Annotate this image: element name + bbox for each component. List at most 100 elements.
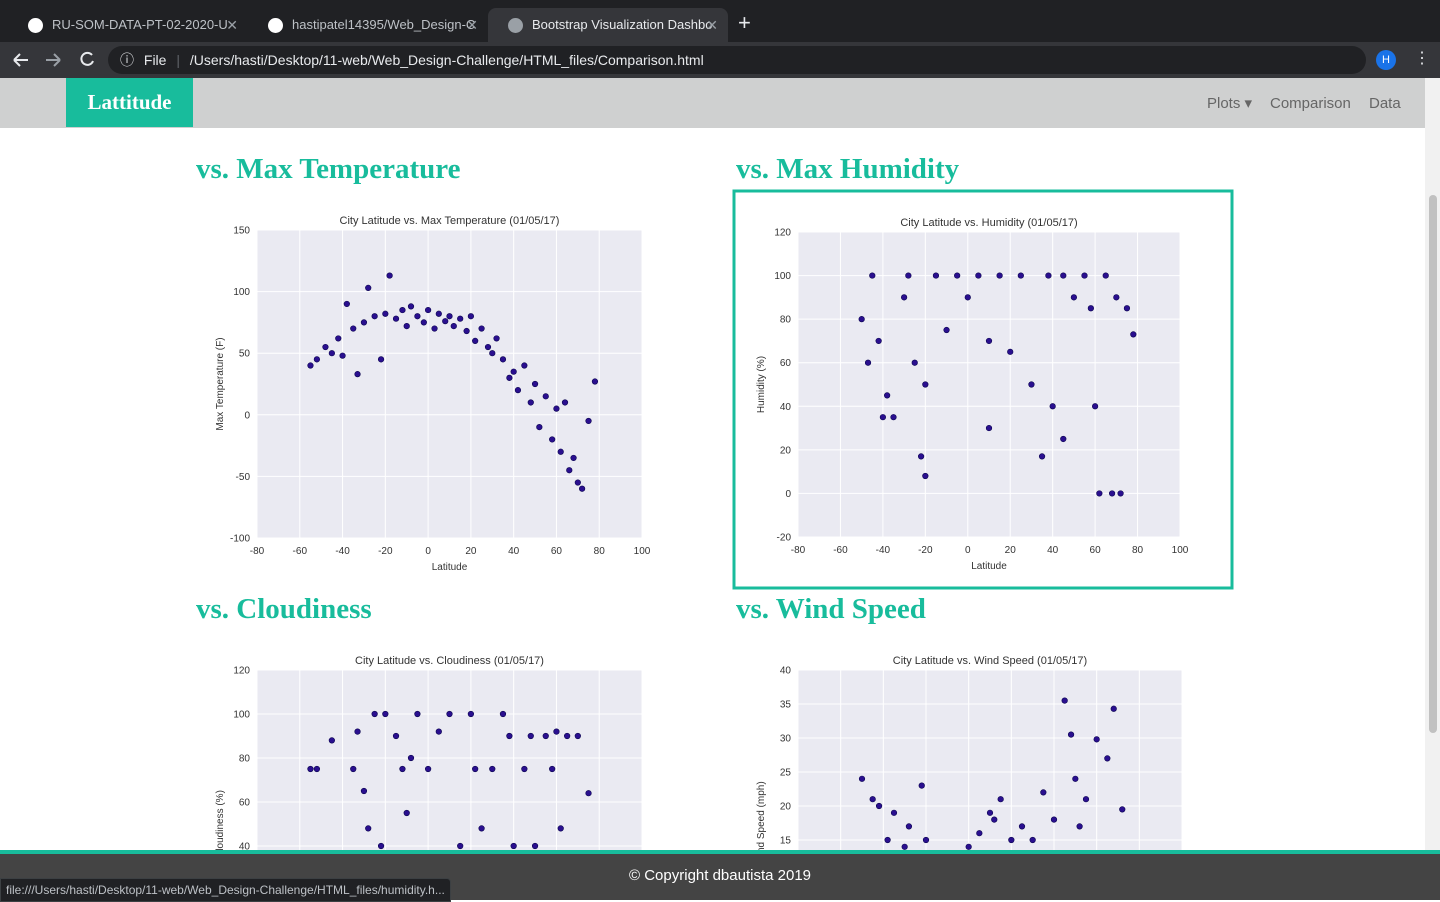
point [1067,731,1075,738]
y-tick-label: 20 [780,445,792,456]
point [549,765,556,773]
point [435,728,442,735]
point [1060,272,1067,279]
point [1082,796,1090,803]
point [1092,403,1099,410]
y-tick-label: 100 [774,271,791,282]
point [1117,490,1124,497]
section-heading: vs. Max Temperature [196,153,461,185]
point [377,842,385,850]
plot-area [798,232,1180,537]
nav-buttons[interactable] [10,50,100,70]
point [350,765,357,773]
nav-link[interactable]: Comparison [1270,95,1351,112]
x-tick-label: -80 [791,545,806,556]
point [570,454,577,462]
x-tick-label: 20 [465,546,477,557]
point [561,399,569,406]
x-tick-label: -40 [335,546,350,557]
y-tick-label: 0 [785,489,791,500]
point [557,448,564,455]
point [1087,305,1094,312]
point [514,387,522,394]
point [890,414,897,421]
point [420,319,427,326]
point [1104,755,1111,762]
x-tick-label: -20 [378,546,393,557]
point [542,393,549,400]
point [985,337,993,345]
profile[interactable]: H [1376,50,1396,70]
point [1008,836,1015,844]
scrollbar-thumb[interactable] [1429,195,1437,733]
point [954,272,961,279]
hover-outline [732,189,1234,590]
point [1017,272,1024,279]
point [392,732,400,740]
point [377,356,385,363]
tab-title: RU-SOM-DATA-PT-02-2020-U [52,17,228,32]
tab[interactable]: RU-SOM-DATA-PT-02-2020-U ✕ [8,8,248,42]
point [350,325,357,332]
section-heading: vs. Cloudiness [196,593,372,625]
tab[interactable]: Bootstrap Visualization Dashbo ✕ [488,8,728,42]
point [425,765,432,773]
point [869,796,876,803]
point [527,732,534,740]
point [1113,294,1120,301]
point [307,765,314,773]
point [1049,403,1056,410]
point [585,417,592,425]
x-tick-label: -60 [833,545,848,556]
x-tick-label: 20 [1005,545,1017,556]
point [1108,490,1116,497]
tab[interactable]: hastipatel14395/Web_Design-C ✕ [248,8,488,42]
address-bar[interactable]: ⓘ File | /Users/hasti/Desktop/11-web/Web… [108,46,1366,74]
point [371,710,378,718]
point [1050,816,1058,823]
point [457,315,464,322]
x-tick-label: 60 [551,546,563,557]
y-tick-label: 60 [780,358,792,369]
point [922,472,929,480]
new-tab[interactable]: + [738,10,751,35]
point [339,352,346,359]
navbar: Lattitude Plots ▾ Comparison Data [0,78,1425,128]
y-tick-label: -100 [230,534,250,545]
brand[interactable]: Lattitude [66,78,193,127]
x-tick-label: -60 [293,546,308,557]
point [506,732,513,740]
point [499,356,507,363]
y-tick-label: 30 [780,734,792,745]
point [472,337,479,344]
point [328,737,335,744]
y-tick-label: 150 [233,226,250,237]
point [313,765,320,773]
point [399,306,406,314]
point [875,337,882,345]
point [566,467,573,474]
point [1070,294,1077,301]
point [371,313,378,320]
x-tick-label: 40 [508,546,520,557]
tab-strip: RU-SOM-DATA-PT-02-2020-U ✕ hastipatel1439… [0,0,1440,42]
point [574,479,581,486]
point [1096,490,1103,497]
x-tick-label: 100 [1172,545,1189,556]
y-axis-label: Cloudiness (%) [215,790,226,850]
point [354,371,361,378]
y-tick-label: -50 [236,472,251,483]
point [467,313,474,320]
point [1093,736,1100,743]
point [457,842,464,850]
nav-link[interactable]: Plots ▾ [1207,95,1253,112]
point [869,272,876,279]
point [531,380,539,388]
point [531,842,539,850]
point [442,318,449,325]
point [335,335,342,342]
x-tick-label: 0 [425,546,431,557]
menu[interactable]: ⋮ [1414,50,1430,67]
nav-link[interactable]: Data [1369,95,1401,112]
point [932,272,940,279]
